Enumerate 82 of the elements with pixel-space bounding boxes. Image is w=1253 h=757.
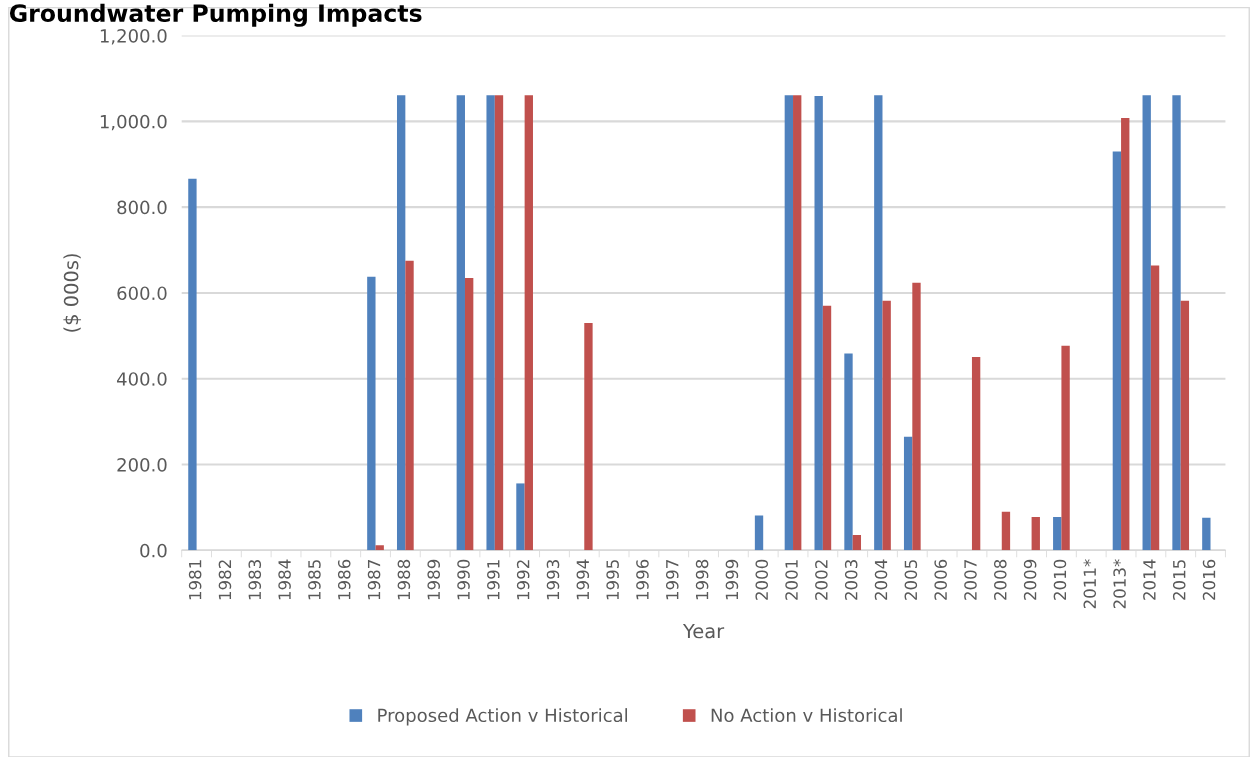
bar: [494, 95, 504, 551]
x-tick-label: 2007: [964, 560, 977, 600]
y-axis-title: ($ 000s): [63, 254, 82, 332]
x-tick-label: 1984: [278, 559, 291, 600]
x-tick-label: 2013*: [1113, 559, 1126, 609]
x-tick-label: 1997: [665, 560, 679, 600]
x-tick-label: 1989: [427, 559, 440, 600]
bar: [1202, 517, 1211, 551]
bar: [486, 95, 495, 551]
y-tick-label: 600.0: [117, 286, 167, 301]
bar: [784, 95, 794, 551]
x-tick-label: 1981: [188, 560, 202, 600]
x-tick-label: 1986: [337, 559, 351, 600]
x-tick-label: 1998: [695, 559, 709, 600]
bar: [844, 353, 853, 551]
bar: [1061, 345, 1070, 551]
x-tick-label: 1996: [636, 559, 649, 600]
x-tick-label: 1993: [546, 560, 560, 600]
bar: [405, 260, 414, 551]
bar: [882, 300, 891, 551]
bar: [874, 95, 883, 551]
legend-label: No Action v Historical: [711, 708, 902, 723]
bar: [1053, 516, 1062, 551]
x-tick-label: 1987: [367, 560, 381, 600]
x-tick-label: 2002: [815, 560, 828, 600]
bar: [524, 95, 533, 551]
x-tick-label: 2001: [785, 560, 798, 600]
bar: [1121, 117, 1130, 551]
x-tick-label: 1992: [516, 560, 530, 600]
chart-title: Groundwater Pumping Impacts: [9, 3, 422, 27]
bar: [903, 436, 913, 551]
bar: [1172, 95, 1181, 551]
x-tick-label: 1999: [725, 559, 739, 600]
bar: [516, 483, 525, 551]
bar: [852, 534, 862, 551]
bar: [754, 515, 764, 551]
y-tick-label: 1,200.0: [100, 29, 167, 45]
x-tick-label: 1991: [487, 560, 500, 600]
x-tick-label: 1985: [308, 560, 321, 600]
x-tick-label: 2010: [1053, 559, 1067, 600]
bar: [814, 96, 823, 551]
x-tick-label: 2011*: [1083, 559, 1097, 609]
y-tick-label: 1,000.0: [100, 114, 167, 131]
legend-label: Proposed Action v Historical: [378, 708, 628, 726]
x-tick-label: 2015: [1172, 560, 1186, 600]
bar: [1180, 300, 1190, 551]
bar: [1031, 516, 1040, 551]
bar: [464, 277, 474, 551]
x-tick-label: 2005: [904, 560, 918, 600]
bar: [1112, 151, 1122, 551]
y-tick-label: 800.0: [117, 200, 167, 215]
bar: [793, 95, 802, 551]
bar: [375, 545, 384, 551]
x-tick-label: 2000: [755, 559, 769, 600]
x-tick-label: 1988: [397, 559, 411, 600]
x-tick-label: 1990: [457, 559, 470, 600]
bar: [397, 95, 406, 551]
x-tick-label: 2006: [934, 559, 947, 600]
x-axis-title: Year: [682, 623, 725, 639]
x-tick-label: 1983: [248, 560, 262, 600]
x-tick-label: 2009: [1023, 559, 1037, 600]
bar: [584, 322, 593, 551]
x-tick-label: 2008: [994, 559, 1007, 600]
y-tick-label: 0.0: [140, 543, 167, 558]
bar: [971, 356, 981, 551]
bar: [912, 282, 921, 551]
x-tick-label: 1994: [576, 559, 590, 600]
x-tick-label: 2014: [1143, 559, 1156, 600]
x-tick-label: 2003: [844, 560, 858, 600]
bar: [188, 178, 197, 551]
x-tick-label: 2004: [874, 559, 888, 600]
bar: [456, 95, 465, 551]
x-tick-label: 1995: [606, 560, 619, 600]
bar: [1150, 265, 1160, 551]
bar: [1001, 511, 1011, 551]
y-tick-label: 200.0: [117, 458, 167, 472]
x-tick-label: 1982: [218, 560, 232, 600]
bar: [1142, 95, 1151, 551]
y-tick-label: 400.0: [116, 372, 167, 386]
x-tick-label: 2016: [1202, 559, 1216, 600]
bar: [822, 305, 832, 551]
bar: [367, 276, 376, 551]
